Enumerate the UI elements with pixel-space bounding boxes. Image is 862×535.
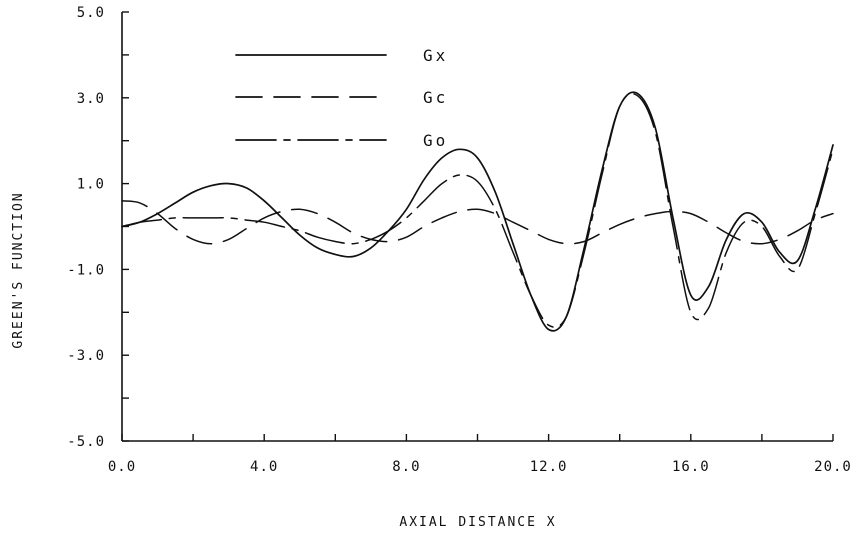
y-tick-label: -3.0 bbox=[67, 348, 105, 364]
y-tick-label: 5.0 bbox=[77, 5, 105, 21]
series-layer bbox=[121, 91, 834, 332]
y-tick-label: 3.0 bbox=[77, 91, 105, 107]
y-tick-label: 1.0 bbox=[77, 177, 105, 193]
x-tick-label: 12.0 bbox=[530, 459, 568, 475]
x-tick-label: 0.0 bbox=[108, 459, 136, 475]
series-line-gc bbox=[121, 200, 834, 245]
y-tick-label: -1.0 bbox=[67, 262, 105, 278]
x-tick-label: 8.0 bbox=[392, 459, 420, 475]
legend-label-gc: Gc bbox=[423, 88, 448, 107]
y-tick-label: -5.0 bbox=[67, 434, 105, 450]
legend-label-gx: Gx bbox=[423, 46, 448, 65]
axes: 0.0 4.0 8.0 12.0 16.0 20.0 -5.0 -3.0 -1.0 1.0 3.0 5… bbox=[67, 5, 852, 475]
x-tick-label: 20.0 bbox=[814, 459, 852, 475]
x-tick-label: 4.0 bbox=[250, 459, 278, 475]
legend: Gx Gc Go bbox=[235, 46, 448, 150]
series-line-go bbox=[121, 92, 834, 328]
x-tick-label: 16.0 bbox=[672, 459, 710, 475]
series-line-gx bbox=[121, 91, 834, 332]
legend-label-go: Go bbox=[423, 131, 448, 150]
y-axis-label: GREEN'S FUNCTION bbox=[11, 191, 26, 348]
x-axis-label: AXIAL DISTANCE X bbox=[399, 515, 556, 530]
